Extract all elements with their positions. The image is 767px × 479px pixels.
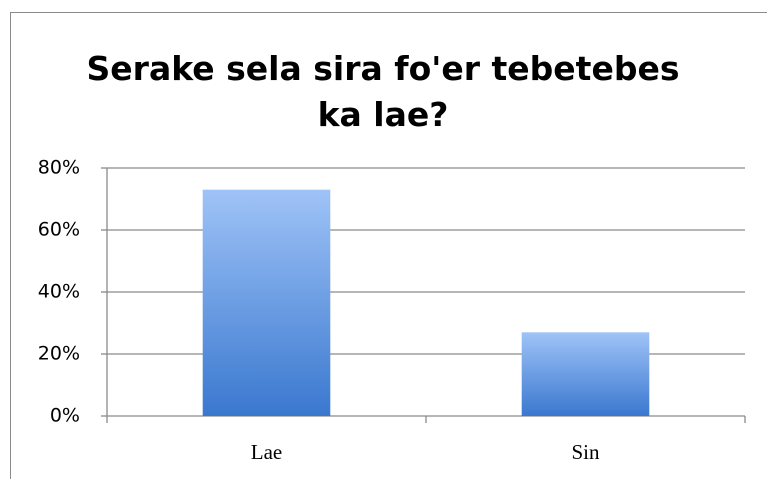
chart-title: Serake sela sira fo'er tebetebes ka lae? [86, 49, 680, 134]
x-tick-label: Lae [251, 440, 282, 464]
y-tick-label: 40% [38, 281, 80, 303]
bar [202, 189, 331, 416]
y-tick-label: 60% [38, 219, 80, 241]
y-tick-label: 20% [38, 343, 80, 365]
chart-frame [10, 12, 767, 479]
y-tick-label: 80% [38, 157, 80, 179]
x-tick-label: Sin [571, 440, 600, 464]
bar [521, 332, 650, 416]
y-tick-label: 0% [50, 405, 80, 427]
